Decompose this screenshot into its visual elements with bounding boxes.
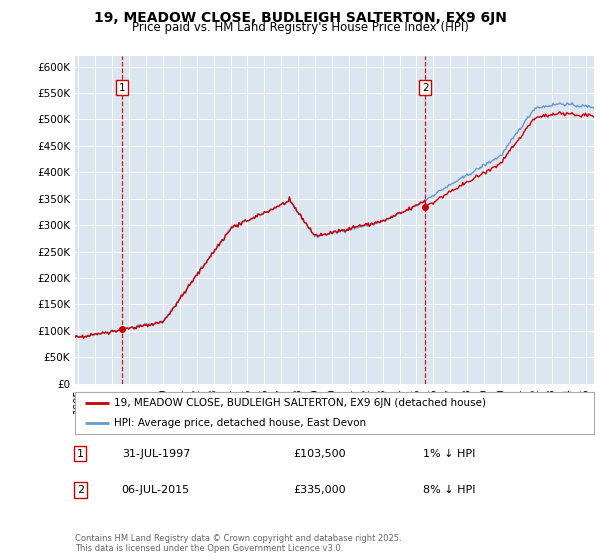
Text: 2: 2 bbox=[422, 83, 428, 93]
Text: 1: 1 bbox=[77, 449, 83, 459]
Text: Price paid vs. HM Land Registry's House Price Index (HPI): Price paid vs. HM Land Registry's House … bbox=[131, 21, 469, 35]
Text: 8% ↓ HPI: 8% ↓ HPI bbox=[423, 485, 475, 495]
Text: £103,500: £103,500 bbox=[293, 449, 346, 459]
Text: 06-JUL-2015: 06-JUL-2015 bbox=[122, 485, 190, 495]
Text: 1% ↓ HPI: 1% ↓ HPI bbox=[423, 449, 475, 459]
Text: 1: 1 bbox=[119, 83, 125, 93]
Text: HPI: Average price, detached house, East Devon: HPI: Average price, detached house, East… bbox=[114, 418, 366, 428]
Text: 19, MEADOW CLOSE, BUDLEIGH SALTERTON, EX9 6JN (detached house): 19, MEADOW CLOSE, BUDLEIGH SALTERTON, EX… bbox=[114, 398, 486, 408]
Text: 2: 2 bbox=[77, 485, 84, 495]
Point bbox=[117, 324, 127, 333]
Text: Contains HM Land Registry data © Crown copyright and database right 2025.
This d: Contains HM Land Registry data © Crown c… bbox=[75, 534, 401, 553]
Text: 19, MEADOW CLOSE, BUDLEIGH SALTERTON, EX9 6JN: 19, MEADOW CLOSE, BUDLEIGH SALTERTON, EX… bbox=[94, 11, 506, 25]
Point bbox=[421, 202, 430, 211]
Text: 31-JUL-1997: 31-JUL-1997 bbox=[122, 449, 190, 459]
Text: £335,000: £335,000 bbox=[293, 485, 346, 495]
